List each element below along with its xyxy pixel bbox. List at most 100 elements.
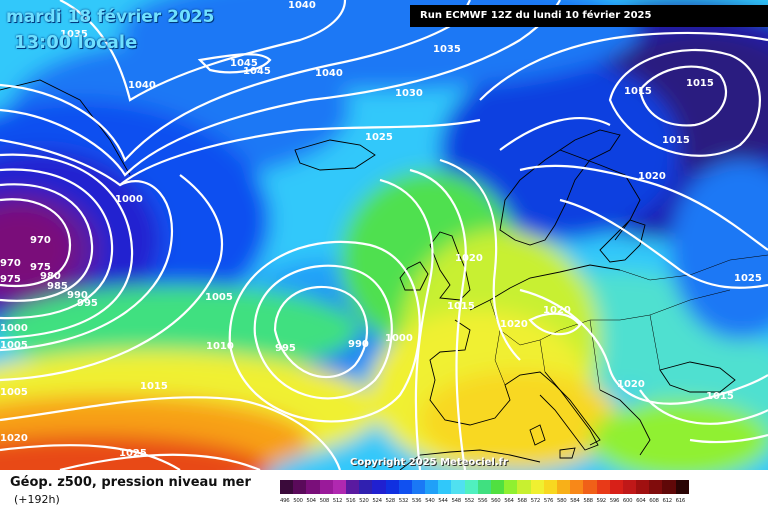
scale-swatch [451,480,465,494]
isobar-label: 1025 [734,273,762,284]
isobar-label: 995 [77,298,98,309]
isobar-label: 1025 [365,132,393,143]
scale-swatch [517,480,531,494]
scale-swatch [319,480,333,494]
scale-tick-label: 564 [504,498,514,504]
forecast-local-time: 13:00 locale [14,32,138,53]
isobar-label: 1045 [230,58,258,69]
scale-swatch [411,480,426,494]
scale-swatch [609,480,623,494]
scale-swatch [622,480,637,494]
scale-swatch [280,480,294,494]
scale-swatch [306,480,320,494]
isobar-label: 1015 [686,78,714,89]
scale-swatch [675,480,689,494]
scale-swatch [477,480,491,494]
isobar-label: 970 [0,258,21,269]
geopotential-color-field [0,0,768,470]
scale-swatch [293,480,307,494]
isobar-label: 1035 [433,44,461,55]
isobar-label: 1000 [115,194,143,205]
scale-tick-label: 616 [675,498,686,504]
scale-tick-label: 600 [622,498,633,504]
scale-tick-label: 584 [570,498,580,504]
isobar-label: 1030 [395,88,423,99]
scale-tick-label: 500 [293,498,303,504]
legend-bar: Géop. z500, pression niveau mer (+192h) … [0,470,768,512]
scale-tick-label: 516 [345,498,356,504]
scale-tick-label: 512 [332,498,343,504]
isobar-label: 975 [30,262,51,273]
isobar-label: 1020 [455,253,483,264]
scale-tick-label: 528 [385,498,396,504]
lead-time: (+192h) [14,493,60,506]
isobar-label: 980 [40,271,61,282]
scale-swatch [570,480,584,494]
scale-tick-label: 524 [372,498,382,504]
scale-swatch [464,480,478,494]
scale-tick-label: 580 [556,498,567,504]
color-scale [280,480,689,494]
forecast-map: 1040 1035 1045 1045 1040 1040 1035 1030 … [0,0,768,470]
scale-swatch [359,480,373,494]
isobar-label: 1045 [243,66,271,77]
scale-tick-label: 592 [596,498,607,504]
scale-swatch [385,480,399,494]
scale-tick-label: 612 [662,498,672,504]
isobar-label: 1025 [119,448,147,459]
isobar-labels: 1040 1035 1045 1045 1040 1040 1035 1030 … [0,0,762,459]
isobar-label: 975 [0,274,21,285]
isobar-label: 1005 [0,387,28,398]
scale-swatch [345,480,360,494]
scale-swatch [438,480,452,494]
scale-swatch [649,480,663,494]
isobar-label: 1015 [140,381,168,392]
isobar-label: 1040 [288,0,316,11]
scale-tick-label: 596 [609,498,620,504]
scale-tick-label: 576 [543,498,554,504]
scale-tick-label: 608 [649,498,659,504]
isobar-label: 990 [67,290,88,301]
scale-swatch [556,480,571,494]
scale-tick-label: 504 [306,498,316,504]
scale-tick-label: 520 [359,498,369,504]
scale-swatch [543,480,557,494]
isobar-label: 1035 [60,29,88,40]
scale-swatch [332,480,346,494]
scale-swatch [504,480,518,494]
isobar-label: 1010 [206,341,234,352]
model-run-info: Run ECMWF 12Z du lundi 10 février 2025 [410,5,768,27]
isobar-label: 1020 [638,171,666,182]
isobar-label: 1005 [205,292,233,303]
scale-tick-label: 508 [319,498,330,504]
scale-tick-label: 556 [477,498,488,504]
isobar-label: 1020 [500,319,528,330]
forecast-date: mardi 18 février 2025 [6,7,215,27]
scale-swatch [662,480,676,494]
scale-tick-label: 532 [398,498,409,504]
isobar-label: 970 [30,235,51,246]
isobar-label: 1040 [128,80,156,91]
scale-tick-label: 536 [411,498,422,504]
isobar-label: 1015 [706,391,734,402]
scale-swatch [491,480,505,494]
scale-swatch [372,480,386,494]
scale-swatch [398,480,412,494]
field-title: Géop. z500, pression niveau mer [10,475,251,490]
isobar-label: 995 [275,343,296,354]
scale-tick-label: 560 [491,498,501,504]
scale-tick-label: 552 [464,498,475,504]
scale-tick-label: 496 [280,498,290,504]
isobar-label: 1015 [662,135,690,146]
isobar-label: 1020 [617,379,645,390]
isobar-label: 1020 [0,433,28,444]
map-canvas: 1040 1035 1045 1045 1040 1040 1035 1030 … [0,0,768,470]
isobars [0,0,768,470]
isobar-label: 1005 [0,340,28,351]
scale-swatch [636,480,650,494]
isobar-label: 1015 [624,86,652,97]
copyright-text: Copyright 2025 Meteociel.fr [350,457,508,468]
scale-tick-label: 548 [451,498,461,504]
isobar-label: 1000 [385,333,413,344]
isobar-label: 990 [348,339,369,350]
